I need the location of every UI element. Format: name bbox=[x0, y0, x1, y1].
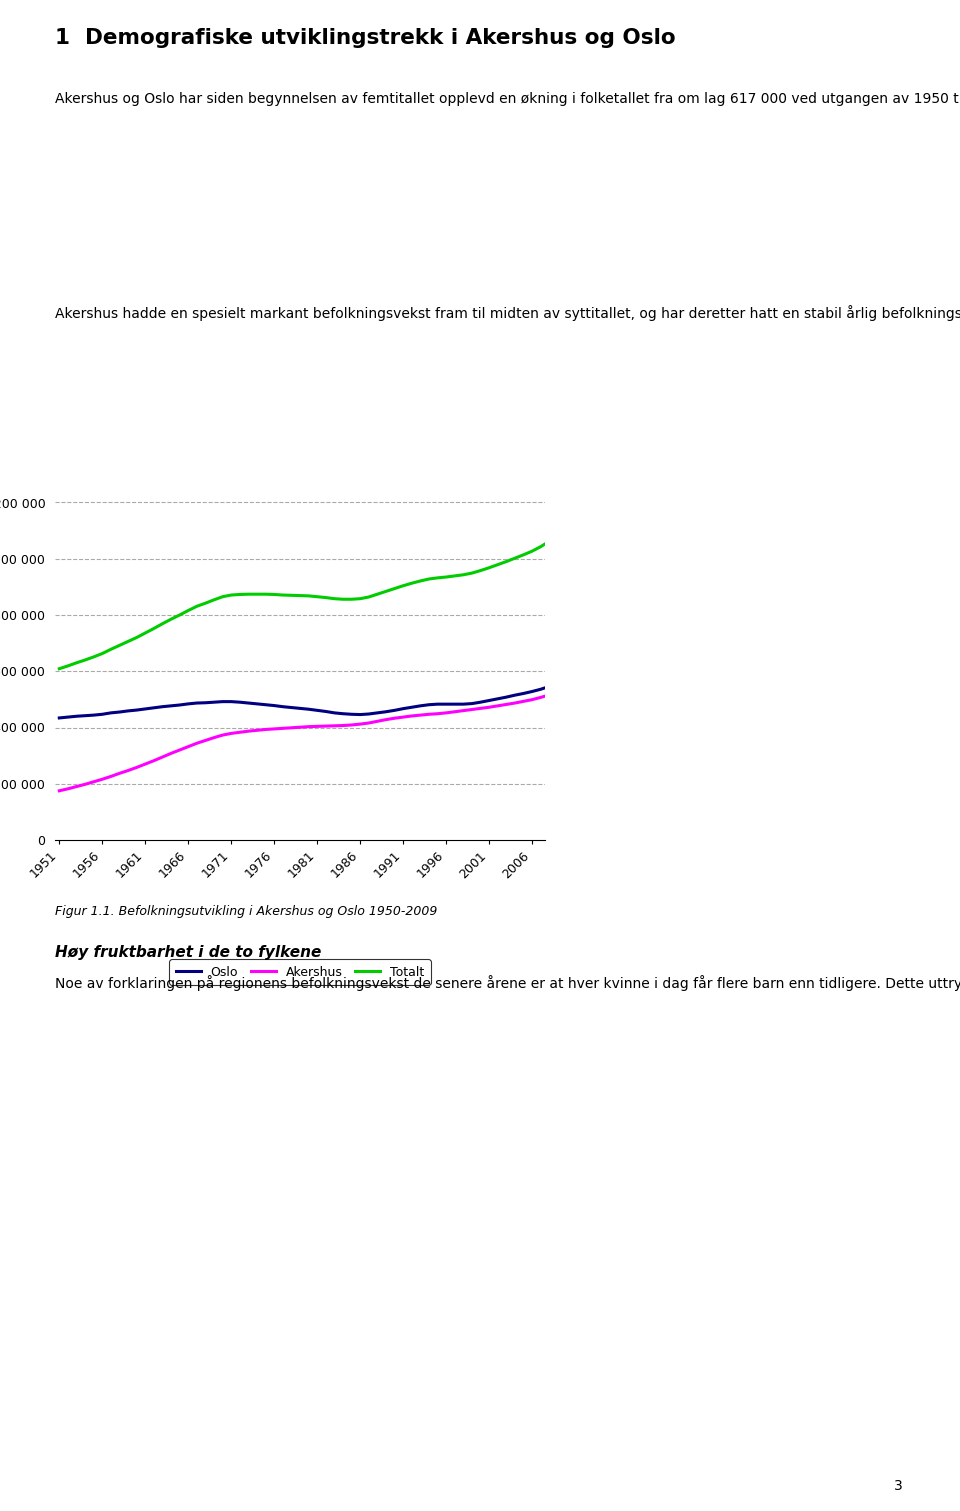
Legend: Oslo, Akershus, Totalt: Oslo, Akershus, Totalt bbox=[169, 959, 431, 985]
Text: Akershus hadde en spesielt markant befolkningsvekst fram til midten av syttitall: Akershus hadde en spesielt markant befol… bbox=[55, 305, 960, 320]
Text: 3: 3 bbox=[894, 1479, 902, 1493]
Text: Noe av forklaringen på regionens befolkningsvekst de senere årene er at hver kvi: Noe av forklaringen på regionens befolkn… bbox=[55, 975, 960, 991]
Text: Høy fruktbarhet i de to fylkene: Høy fruktbarhet i de to fylkene bbox=[55, 944, 322, 959]
Text: Figur 1.1. Befolkningsutvikling i Akershus og Oslo 1950-2009: Figur 1.1. Befolkningsutvikling i Akersh… bbox=[55, 905, 438, 919]
Text: Akershus og Oslo har siden begynnelsen av femtitallet opplevd en økning i folket: Akershus og Oslo har siden begynnelsen a… bbox=[55, 91, 960, 106]
Text: 1  Demografiske utviklingstrekk i Akershus og Oslo: 1 Demografiske utviklingstrekk i Akershu… bbox=[55, 29, 676, 48]
